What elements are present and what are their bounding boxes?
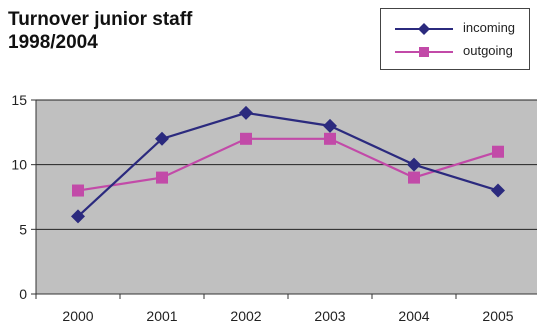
- x-tick-label-2000: 2000: [62, 308, 93, 324]
- y-tick-label-15: 15: [11, 92, 27, 108]
- point-outgoing-2003: [324, 133, 336, 145]
- point-outgoing-2004: [408, 172, 420, 184]
- point-outgoing-2001: [156, 172, 168, 184]
- point-outgoing-2005: [492, 146, 504, 158]
- point-outgoing-2002: [240, 133, 252, 145]
- y-tick-label-0: 0: [19, 286, 27, 302]
- x-tick-label-2002: 2002: [230, 308, 261, 324]
- plot-area: [36, 100, 537, 294]
- y-tick-label-5: 5: [19, 221, 27, 237]
- x-tick-label-2003: 2003: [314, 308, 345, 324]
- x-tick-label-2004: 2004: [398, 308, 429, 324]
- point-outgoing-2000: [72, 185, 84, 197]
- x-tick-label-2005: 2005: [482, 308, 513, 324]
- x-tick-label-2001: 2001: [146, 308, 177, 324]
- y-tick-label-10: 10: [11, 157, 27, 173]
